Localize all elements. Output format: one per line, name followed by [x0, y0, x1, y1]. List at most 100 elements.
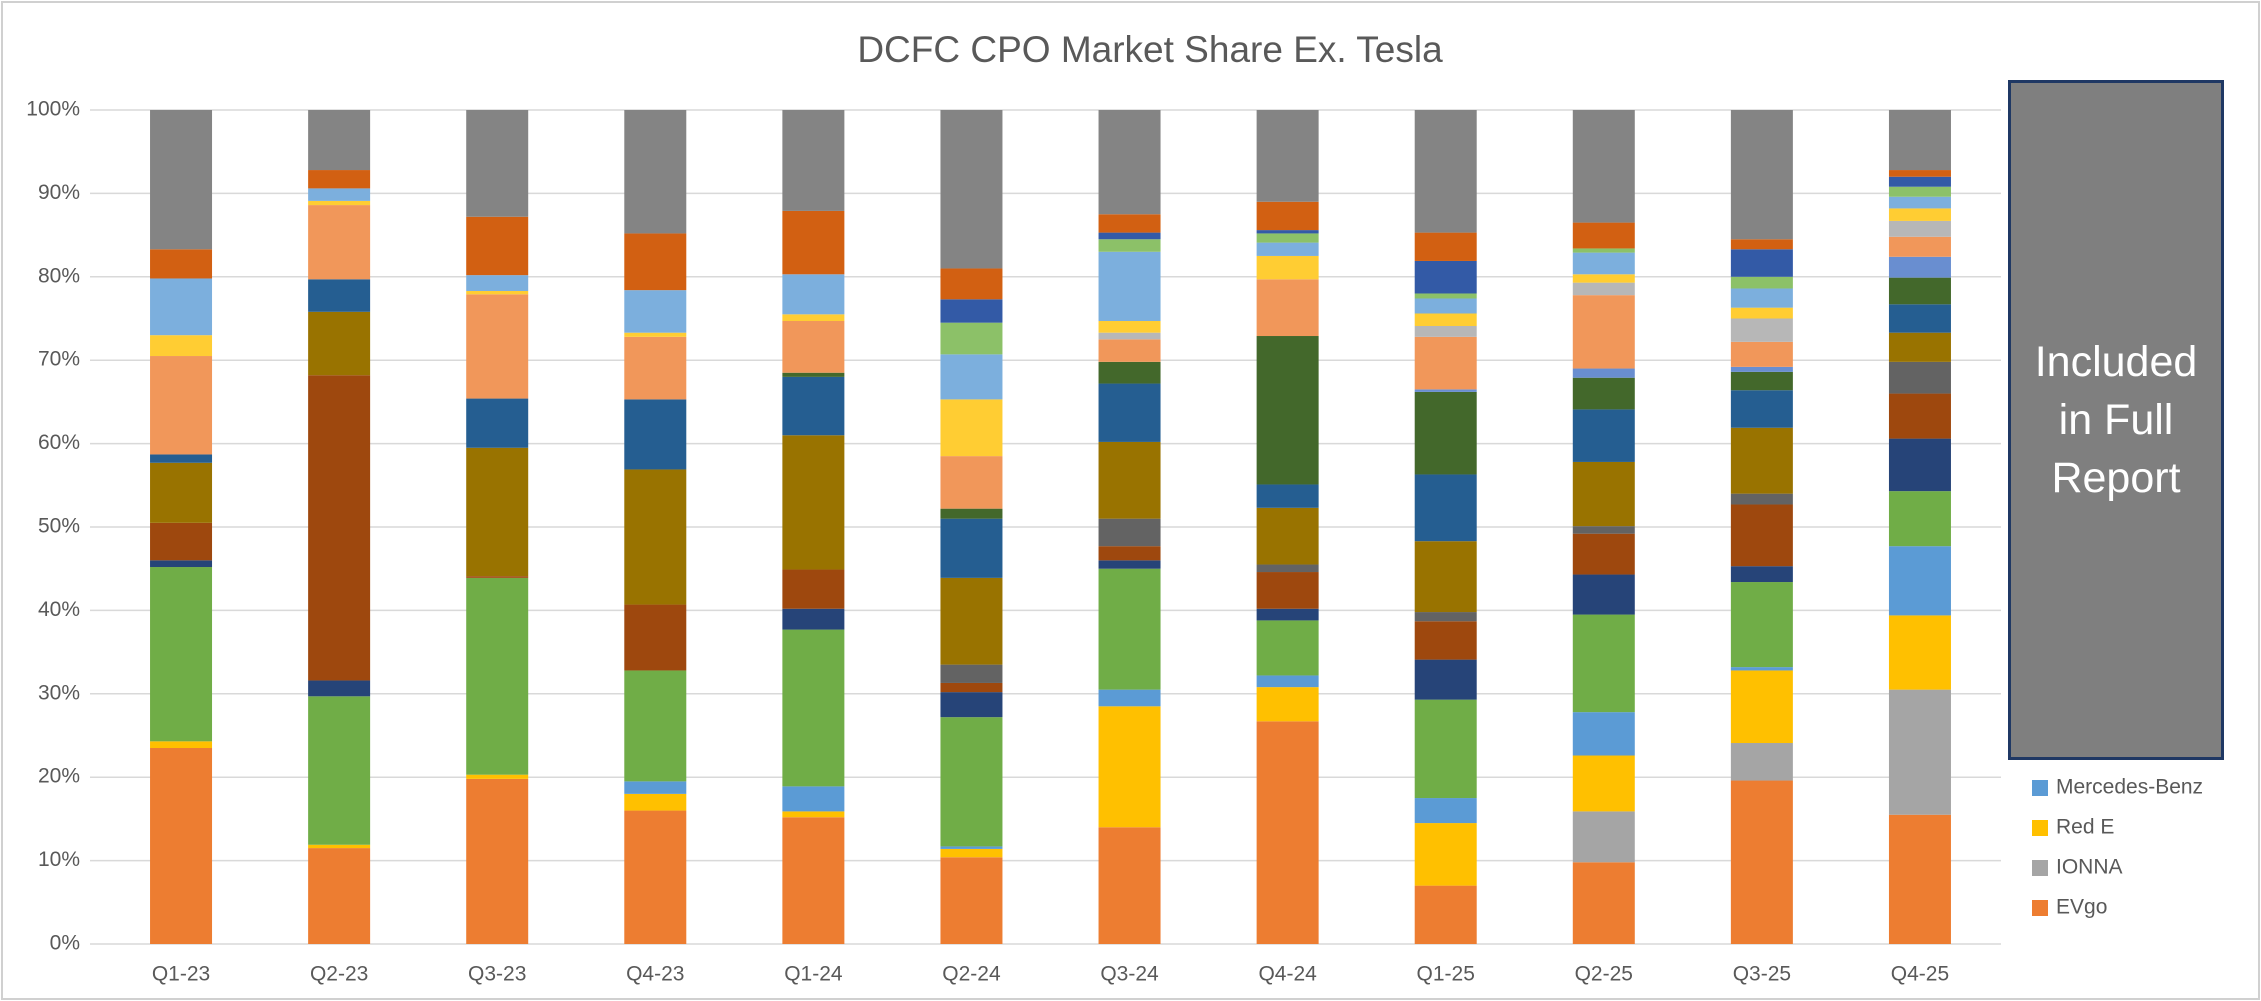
bar-segment	[782, 435, 845, 570]
bar-segment	[1730, 566, 1793, 583]
bar-segment	[1256, 255, 1319, 280]
bar-segment	[624, 399, 687, 470]
bar-segment	[1730, 341, 1793, 367]
y-tick-label: 60%	[38, 431, 80, 454]
bar-segment	[1256, 687, 1319, 722]
bar-segment	[466, 216, 529, 276]
bar-segment	[1098, 214, 1161, 233]
bar-segment	[624, 233, 687, 291]
bar-segment	[1098, 110, 1161, 215]
x-tick-label: Q2-24	[942, 963, 1001, 986]
bar-segment	[940, 848, 1003, 858]
bar-segment	[1888, 208, 1951, 221]
bar-segment	[150, 567, 213, 742]
bar-segment	[1256, 201, 1319, 231]
bar-segment	[1572, 526, 1635, 534]
bar-segment	[308, 311, 371, 376]
bar-segment	[782, 314, 845, 322]
bar-segment	[150, 560, 213, 568]
bar-segment	[940, 857, 1003, 944]
bar-segment	[308, 848, 371, 944]
bar-segment	[1098, 383, 1161, 442]
bar-segment	[1572, 282, 1635, 296]
bar-segment	[1098, 339, 1161, 362]
bar-segment	[1888, 491, 1951, 547]
bar-segment	[1888, 304, 1951, 333]
bar-segment	[466, 577, 529, 775]
bar-segment	[466, 778, 529, 944]
bar-segment	[1888, 814, 1951, 944]
bar-segment	[1098, 546, 1161, 561]
bar-segment	[1256, 279, 1319, 337]
bar-segment	[782, 210, 845, 275]
bar-segment	[940, 846, 1003, 849]
bar-segment	[940, 692, 1003, 718]
bar-segment	[308, 844, 371, 849]
x-tick-label: Q2-23	[310, 963, 368, 986]
bar-segment	[308, 375, 371, 681]
bar-segment	[308, 200, 371, 206]
bar-segment	[1888, 220, 1951, 237]
bar-segment	[1888, 361, 1951, 394]
bar-segment	[1730, 276, 1793, 289]
bar-segment	[1730, 288, 1793, 308]
bar-segment	[1730, 371, 1793, 391]
bar-segment	[150, 278, 213, 336]
bar-segment	[1414, 232, 1477, 261]
bar-segment	[466, 290, 529, 295]
x-tick-label: Q4-24	[1258, 963, 1317, 986]
bar-segment	[1888, 110, 1951, 171]
bar-segment	[308, 205, 371, 280]
bar-segment	[308, 188, 371, 201]
bar-segment	[1414, 541, 1477, 613]
bar-segment	[1730, 667, 1793, 671]
bar-segment	[1256, 608, 1319, 621]
bar-segment	[1888, 277, 1951, 305]
bar-segment	[624, 793, 687, 811]
bar-segment	[466, 110, 529, 217]
bar-segment	[1572, 248, 1635, 253]
bar-segment	[1414, 798, 1477, 824]
bar-segment	[1098, 568, 1161, 690]
bar-segment	[150, 249, 213, 279]
bar-segment	[308, 696, 371, 845]
bar-segment	[466, 447, 529, 577]
bar-segment	[1414, 612, 1477, 622]
legend-label: EVgo	[2056, 896, 2107, 919]
bar-segment	[624, 469, 687, 605]
bar-segment	[940, 682, 1003, 693]
bar-segment	[1256, 564, 1319, 573]
bar-segment	[308, 279, 371, 312]
bar-segment	[1098, 441, 1161, 519]
bar-segment	[1414, 699, 1477, 799]
bar-segment	[1572, 862, 1635, 944]
y-tick-label: 100%	[26, 98, 80, 121]
x-tick-label: Q3-23	[468, 963, 526, 986]
bar-segment	[1572, 755, 1635, 812]
bar-segment	[1098, 827, 1161, 944]
bar-segment	[940, 456, 1003, 509]
bar-segment	[940, 322, 1003, 355]
bar-segment	[1414, 621, 1477, 660]
bar-segment	[1730, 318, 1793, 342]
bar-segment	[1572, 274, 1635, 283]
bar-segment	[1730, 249, 1793, 277]
bar-segment	[940, 518, 1003, 578]
bar-segment	[782, 608, 845, 630]
bar-segment	[1730, 743, 1793, 781]
bar-segment	[624, 670, 687, 782]
bar-segment	[150, 748, 213, 944]
bar-segment	[150, 462, 213, 523]
y-tick-label: 20%	[38, 765, 80, 788]
bar-segment	[1414, 313, 1477, 327]
legend-swatch	[2032, 780, 2048, 796]
bar-segment	[308, 170, 371, 189]
bar-segment	[1256, 242, 1319, 256]
chart-title: DCFC CPO Market Share Ex. Tesla	[857, 29, 1443, 70]
bar-segment	[466, 294, 529, 399]
x-tick-label: Q4-23	[626, 963, 684, 986]
y-tick-label: 40%	[38, 598, 80, 621]
bar-segment	[940, 664, 1003, 683]
